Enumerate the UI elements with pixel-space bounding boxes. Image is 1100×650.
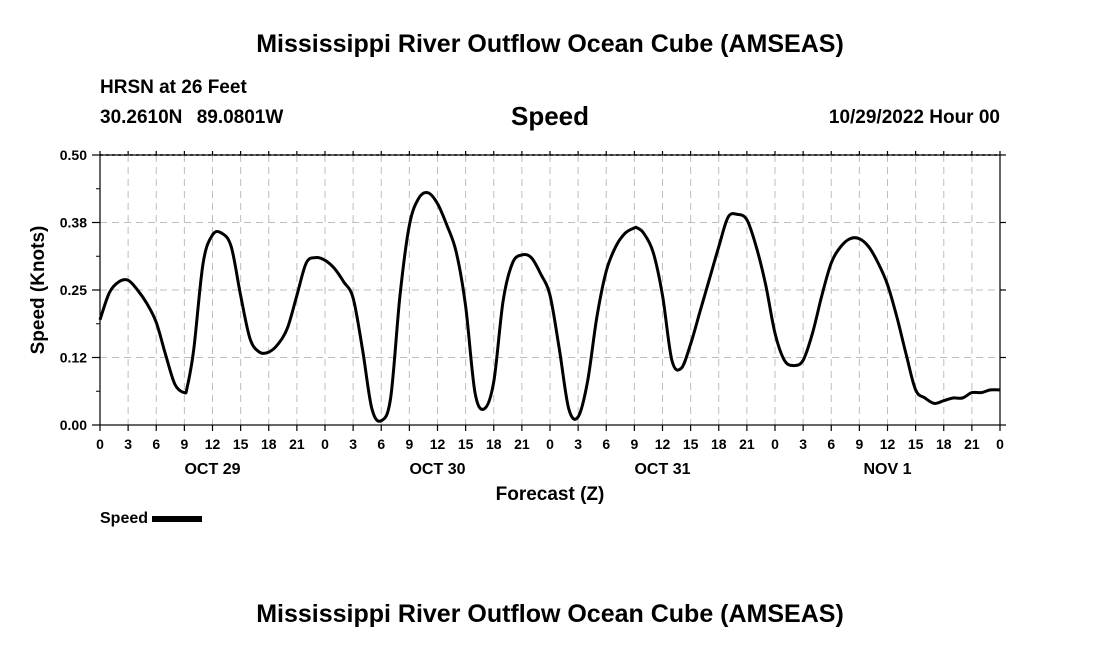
forecast-datetime: 10/29/2022 Hour 00 [828, 107, 1000, 128]
x-tick-label: 15 [683, 436, 699, 452]
x-tick-label: 12 [655, 436, 671, 452]
x-tick-label: 15 [908, 436, 924, 452]
x-tick-label: 18 [711, 436, 727, 452]
x-tick-label: 6 [152, 436, 160, 452]
x-tick-label: 12 [880, 436, 896, 452]
day-label: NOV 1 [863, 461, 911, 478]
x-tick-label: 3 [349, 436, 357, 452]
x-tick-label: 6 [377, 436, 385, 452]
axes-layer: 0.00 0.12 0.25 0.38 0.50 0 3 6 9 12 15 18 21 0 3 6 9 12 15… [60, 147, 1006, 478]
x-tick-label: 18 [936, 436, 952, 452]
series-layer [98, 191, 1001, 423]
x-tick-label: 0 [546, 436, 554, 452]
y-tick-label: 0.25 [60, 282, 87, 298]
x-tick-label: 12 [430, 436, 446, 452]
longitude-label: 89.0801W [196, 107, 284, 128]
x-tick-label: 9 [180, 436, 188, 452]
x-tick-label: 12 [205, 436, 221, 452]
x-tick-label: 9 [405, 436, 413, 452]
legend: Speed [100, 510, 203, 528]
x-tick-label: 9 [855, 436, 863, 452]
y-tick-label: 0.00 [60, 417, 87, 433]
x-tick-label: 18 [261, 436, 277, 452]
station-label: HRSN at 26 Feet [100, 77, 247, 98]
x-tick-label: 15 [458, 436, 474, 452]
x-tick-label: 9 [630, 436, 638, 452]
x-tick-label: 21 [739, 436, 755, 452]
y-axis-label: Speed (Knots) [28, 226, 49, 355]
x-tick-label: 0 [96, 436, 104, 452]
day-label: OCT 29 [184, 461, 240, 478]
x-tick-label: 18 [486, 436, 502, 452]
x-tick-label: 0 [771, 436, 779, 452]
legend-swatch [152, 515, 203, 522]
x-tick-label: 3 [574, 436, 582, 452]
x-tick-label: 0 [996, 436, 1004, 452]
x-axis-label: Forecast (Z) [496, 484, 605, 505]
y-tick-label: 0.12 [60, 350, 87, 366]
y-tick-label: 0.50 [60, 147, 87, 163]
x-tick-label: 15 [233, 436, 249, 452]
day-label: OCT 31 [634, 461, 690, 478]
x-tick-label: 21 [514, 436, 530, 452]
station-coordinates: 30.2610N 89.0801W [100, 107, 283, 129]
series-line-speed [98, 191, 1001, 423]
x-tick-label: 21 [964, 436, 980, 452]
x-tick-label: 3 [799, 436, 807, 452]
x-tick-label: 6 [602, 436, 610, 452]
legend-label: Speed [100, 510, 149, 527]
x-tick-label: 0 [321, 436, 329, 452]
day-label: OCT 30 [409, 461, 465, 478]
parameter-title: Speed [510, 101, 590, 131]
chart-title-bottom: Mississippi River Outflow Ocean Cube (AM… [256, 600, 844, 628]
x-tick-label: 21 [289, 436, 305, 452]
latitude-label: 30.2610N [100, 107, 183, 128]
chart-title-top: Mississippi River Outflow Ocean Cube (AM… [256, 30, 844, 58]
x-tick-label: 3 [124, 436, 132, 452]
x-tick-label: 6 [827, 436, 835, 452]
y-tick-label: 0.38 [60, 215, 87, 231]
